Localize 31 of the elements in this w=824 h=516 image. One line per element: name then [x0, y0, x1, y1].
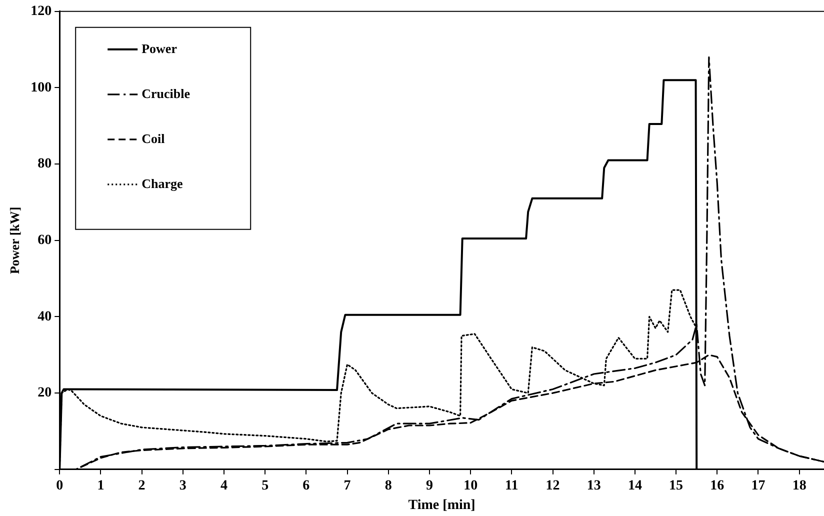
y-tick-label: 60	[38, 233, 52, 248]
legend-label: Power	[142, 40, 178, 56]
x-tick-label: 5	[262, 478, 269, 494]
x-tick-label: 8	[384, 478, 392, 494]
x-tick-label: 14	[628, 478, 642, 494]
x-tick-label: 16	[710, 478, 724, 494]
x-tick-label: 18	[792, 478, 806, 494]
x-axis-title: Time [min]	[408, 498, 476, 514]
x-tick-label: 3	[179, 478, 186, 494]
x-tick-label: 13	[586, 478, 601, 494]
y-axis-title: Power [kW]	[7, 206, 22, 274]
x-tick-label: 9	[426, 478, 433, 494]
x-tick-label: 11	[505, 478, 518, 494]
x-tick-label: 4	[220, 478, 228, 494]
x-tick-label: 0	[56, 478, 64, 494]
y-tick-label: 120	[30, 4, 52, 20]
legend-label: Charge	[142, 176, 183, 191]
x-tick-label: 1	[97, 478, 104, 494]
legend-label: Crucible	[142, 86, 190, 101]
x-tick-label: 12	[546, 478, 560, 494]
y-tick-label: 40	[38, 309, 52, 324]
x-tick-label: 6	[302, 478, 310, 494]
y-tick-label: 100	[30, 80, 52, 96]
x-tick-label: 7	[344, 478, 351, 494]
legend-label: Coil	[142, 130, 166, 146]
x-tick-label: 17	[751, 478, 766, 494]
y-tick-label: 80	[38, 156, 52, 172]
x-tick-label: 2	[138, 478, 146, 494]
y-tick-label: 20	[38, 386, 52, 401]
x-tick-label: 10	[464, 478, 478, 494]
x-tick-label: 15	[669, 478, 684, 494]
